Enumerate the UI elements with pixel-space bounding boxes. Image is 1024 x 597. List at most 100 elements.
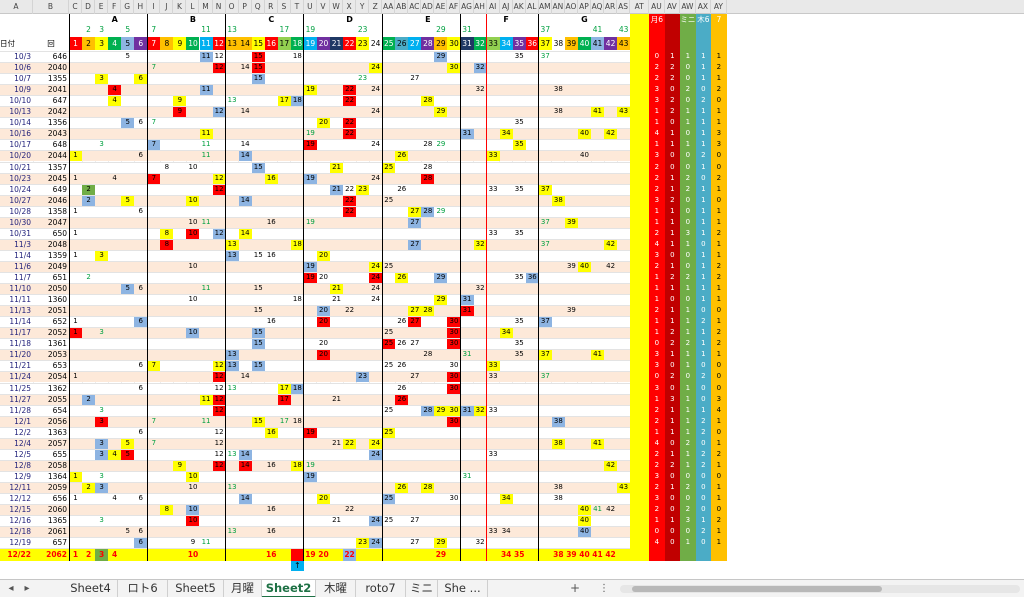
stat-cell: 2 <box>654 405 660 414</box>
column-header-v[interactable]: V <box>317 0 330 14</box>
column-header-o[interactable]: O <box>226 0 239 14</box>
column-header-w[interactable]: W <box>330 0 344 14</box>
add-sheet-button[interactable]: + <box>569 581 581 595</box>
column-header-t[interactable]: T <box>291 0 304 14</box>
column-header-ag[interactable]: AG <box>461 0 474 14</box>
column-header-a[interactable]: A <box>0 0 33 14</box>
column-header-aq[interactable]: AQ <box>591 0 605 14</box>
stat-cell: 2 <box>670 460 675 469</box>
sheet-tab[interactable]: She ... <box>438 580 488 597</box>
stat-cell-at <box>630 394 649 405</box>
column-header-k[interactable]: K <box>173 0 187 14</box>
column-header-u[interactable]: U <box>304 0 317 14</box>
column-header-ai[interactable]: AI <box>487 0 500 14</box>
column-header-x[interactable]: X <box>343 0 357 14</box>
sheet-tab[interactable]: Sheet5 <box>168 580 224 597</box>
column-header-ah[interactable]: AH <box>474 0 487 14</box>
column-header-at[interactable]: AT <box>630 0 650 14</box>
number-cell: 31 <box>460 404 474 416</box>
column-header-q[interactable]: Q <box>252 0 265 14</box>
stat-cell: 2 <box>670 339 675 348</box>
sheet-tab[interactable]: 月曜 <box>224 580 262 597</box>
sheet-tab[interactable]: ロト6 <box>118 580 168 597</box>
stat-cell: 1 <box>670 173 675 182</box>
column-header-p[interactable]: P <box>239 0 252 14</box>
column-header-ao[interactable]: AO <box>565 0 578 14</box>
column-header-h[interactable]: H <box>134 0 148 14</box>
column-header-c[interactable]: C <box>69 0 83 14</box>
number-cell: 22 <box>343 95 357 107</box>
column-header-ad[interactable]: AD <box>421 0 435 14</box>
column-header-f[interactable]: F <box>108 0 122 14</box>
total-number-cell: 20 <box>318 550 329 560</box>
stat-column-au <box>649 14 665 562</box>
column-header-ac[interactable]: AC <box>408 0 422 14</box>
column-header-au[interactable]: AU <box>649 0 665 14</box>
number-cell: 10 <box>186 504 200 516</box>
number-cell: 40 <box>577 526 591 538</box>
column-header-g[interactable]: G <box>121 0 135 14</box>
number-cell: 41 <box>591 349 605 361</box>
sheet-tab[interactable]: ミニ <box>406 580 438 597</box>
column-header-l[interactable]: L <box>186 0 200 14</box>
column-header-as[interactable]: AS <box>617 0 631 14</box>
stat-cell: 2 <box>685 273 691 281</box>
column-header-m[interactable]: M <box>200 0 213 14</box>
column-header-ae[interactable]: AE <box>434 0 448 14</box>
column-header-al[interactable]: AL <box>526 0 539 14</box>
number-cell: 25 <box>384 328 394 337</box>
column-header-i[interactable]: I <box>147 0 161 14</box>
column-header-aa[interactable]: AA <box>382 0 396 14</box>
horizontal-scrollbar[interactable] <box>620 585 1020 593</box>
number-cell: 30 <box>447 316 461 328</box>
number-cell: 37 <box>540 372 550 381</box>
stat-cell: 0 <box>654 527 660 536</box>
column-header-aw[interactable]: AW <box>680 0 696 14</box>
column-header-af[interactable]: AF <box>447 0 461 14</box>
number-cell: 19 <box>305 129 315 138</box>
column-header-j[interactable]: J <box>160 0 174 14</box>
number-cell: 30 <box>447 62 461 74</box>
column-header-n[interactable]: N <box>213 0 226 14</box>
stat-cell: 2 <box>701 460 706 469</box>
column-header-ab[interactable]: AB <box>395 0 409 14</box>
sheet-tab[interactable]: Sheet2 <box>262 580 316 597</box>
column-header-an[interactable]: AN <box>552 0 565 14</box>
header-number-cell: 12 <box>212 37 226 50</box>
stat-cell: 0 <box>716 471 722 480</box>
spreadsheet-grid[interactable]: A B C D E F G 2 3 5 7 11 13 17 19 23 29 31 37 41 43 日付回 1 2 3 4 5 6… <box>0 14 1024 579</box>
column-header-av[interactable]: AV <box>665 0 681 14</box>
column-header-ax[interactable]: AX <box>696 0 712 14</box>
sheet-tab[interactable]: Sheet4 <box>64 580 118 597</box>
column-header-aj[interactable]: AJ <box>500 0 513 14</box>
round-cell: 2044 <box>47 151 67 161</box>
column-header-z[interactable]: Z <box>369 0 383 14</box>
number-cell: 3 <box>99 471 104 480</box>
more-options-icon[interactable]: ⋮ <box>599 583 609 594</box>
column-header-e[interactable]: E <box>95 0 109 14</box>
stat-cell-at <box>630 106 649 117</box>
sheet-tab[interactable]: roto7 <box>356 580 406 597</box>
column-header-y[interactable]: Y <box>356 0 370 14</box>
column-header-ap[interactable]: AP <box>578 0 591 14</box>
column-header-ar[interactable]: AR <box>604 0 618 14</box>
scrollbar-thumb[interactable] <box>632 586 882 592</box>
column-header-b[interactable]: B <box>33 0 69 14</box>
number-cell: 1 <box>73 317 78 326</box>
number-cell: 40 <box>577 504 591 516</box>
column-header-d[interactable]: D <box>82 0 96 14</box>
tab-prev-icon[interactable]: ◂ <box>8 583 14 594</box>
number-cell: 10 <box>186 470 200 482</box>
number-cell: 25 <box>382 493 396 505</box>
column-header-r[interactable]: R <box>265 0 278 14</box>
column-header-ak[interactable]: AK <box>513 0 526 14</box>
column-header-am[interactable]: AM <box>539 0 552 14</box>
column-header-ay[interactable]: AY <box>711 0 727 14</box>
tab-next-icon[interactable]: ▸ <box>24 583 30 594</box>
stat-cell: 1 <box>701 328 706 337</box>
date-cell: 11/7 <box>14 273 31 282</box>
sheet-tab[interactable]: 木曜 <box>316 580 356 597</box>
column-header-s[interactable]: S <box>278 0 291 14</box>
stat-cell-at <box>630 327 649 338</box>
number-cell: 11 <box>201 284 211 293</box>
